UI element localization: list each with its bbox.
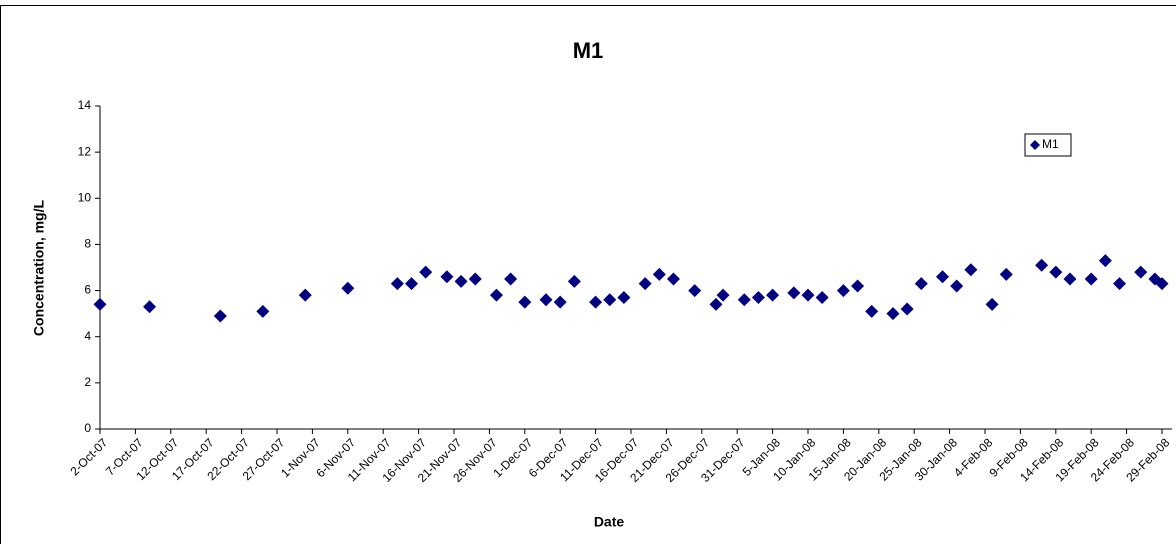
data-point [1084,272,1098,286]
y-tick-label: 2 [84,375,91,389]
data-point [652,267,666,281]
y-tick-label: 6 [84,283,91,297]
data-point [1155,277,1169,291]
data-point [93,297,107,311]
y-tick-label: 8 [84,237,91,251]
data-point [1035,258,1049,272]
data-point [603,293,617,307]
x-axis-label: Date [594,514,625,530]
data-point [454,274,468,288]
data-point [589,295,603,309]
data-point [1098,254,1112,268]
chart-title: M1 [573,38,604,63]
chart-frame [0,5,1176,544]
y-tick-label: 14 [78,98,92,112]
data-point [766,288,780,302]
data-point [865,304,879,318]
data-point [553,295,567,309]
data-point [751,290,765,304]
data-point [213,309,227,323]
data-point [737,293,751,307]
data-point [985,297,999,311]
data-point [999,267,1013,281]
data-point [787,286,801,300]
data-point [950,279,964,293]
y-tick-label: 12 [78,144,92,158]
data-point [964,263,978,277]
data-point [539,293,553,307]
data-point [143,300,157,314]
data-point [709,297,723,311]
data-point [900,302,914,316]
data-point [666,272,680,286]
y-tick-label: 10 [78,190,92,204]
data-point [341,281,355,295]
data-point [405,277,419,291]
y-tick-label: 4 [84,329,91,343]
data-point [390,277,404,291]
data-point [567,274,581,288]
data-point [1113,277,1127,291]
y-axis-label: Concentration, mg/L [31,200,47,337]
legend-box [1024,133,1072,157]
data-point [836,284,850,298]
legend-label: M1 [1042,137,1059,151]
data-point [489,288,503,302]
y-tick-label: 0 [84,421,91,435]
data-point [256,304,270,318]
data-point [1049,265,1063,279]
data-point [851,279,865,293]
data-point [419,265,433,279]
data-point [518,295,532,309]
data-point [886,307,900,321]
data-point [504,272,518,286]
data-point [936,270,950,284]
data-point [638,277,652,291]
data-point [298,288,312,302]
data-point [688,284,702,298]
data-point [468,272,482,286]
data-point [440,270,454,284]
data-point [815,290,829,304]
data-point [617,290,631,304]
data-point [1063,272,1077,286]
data-point [716,288,730,302]
data-point [801,288,815,302]
legend-marker [1030,140,1040,150]
data-point [1134,265,1148,279]
data-point [914,277,928,291]
